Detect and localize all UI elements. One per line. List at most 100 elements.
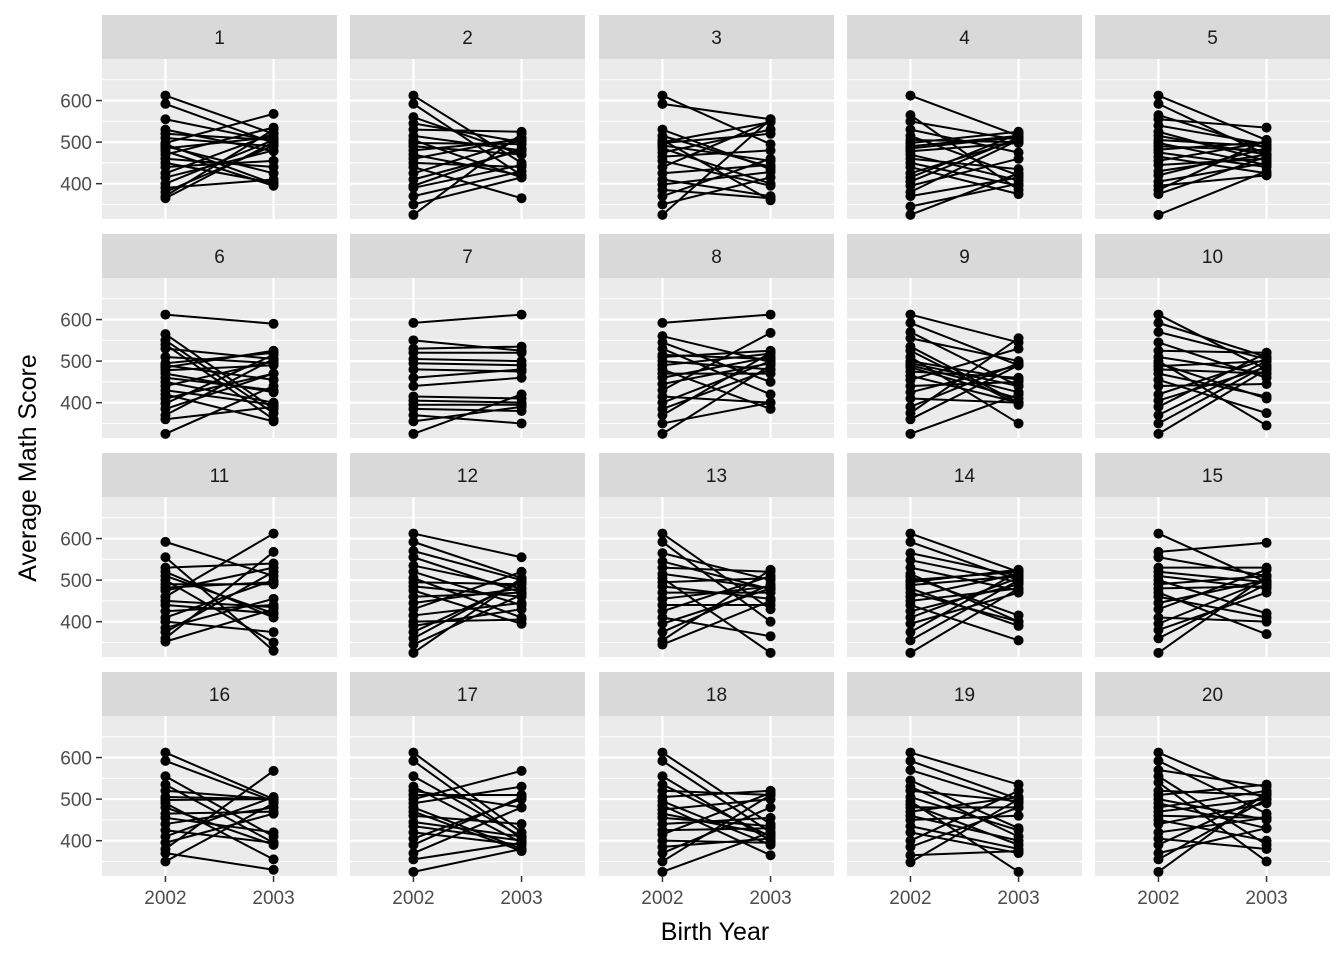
- x-axis-title: Birth Year: [661, 918, 769, 946]
- student-line: [910, 806, 1019, 848]
- data-point-2003: [1013, 635, 1024, 646]
- student-line: [165, 829, 274, 844]
- student-line: [413, 345, 522, 350]
- student-line: [1158, 837, 1267, 850]
- data-point-2002: [905, 393, 916, 404]
- facet-strip: [1095, 453, 1330, 497]
- student-line: [165, 852, 274, 871]
- data-point-2003: [1261, 347, 1272, 358]
- data-point-2003: [1013, 583, 1024, 594]
- data-point-2002: [905, 116, 916, 127]
- student-line: [662, 355, 771, 379]
- y-tick-label: 400: [60, 175, 92, 196]
- data-point-2003: [516, 372, 527, 383]
- data-point-2002: [905, 209, 916, 220]
- data-point-2002: [408, 647, 419, 658]
- facet-strip-label: 3: [711, 28, 722, 49]
- student-line: [662, 599, 771, 646]
- data-point-2002: [1153, 189, 1164, 200]
- data-point-2003: [1013, 189, 1024, 200]
- student-line: [662, 120, 771, 168]
- student-line: [909, 337, 1020, 414]
- student-line: [910, 166, 1019, 196]
- data-point-2003: [765, 397, 776, 408]
- data-point-2002: [160, 98, 171, 109]
- data-point-2002: [1153, 755, 1164, 766]
- data-point-2002: [657, 317, 668, 328]
- data-point-2002: [905, 755, 916, 766]
- data-point-2003: [1013, 846, 1024, 857]
- facet-panel-10: 10: [1095, 234, 1330, 439]
- data-point-2002: [657, 410, 668, 421]
- x-tick-label: 2002: [144, 888, 186, 909]
- student-line: [909, 587, 1020, 654]
- student-line: [910, 347, 1019, 381]
- data-point-2002: [657, 866, 668, 877]
- student-line: [662, 401, 771, 425]
- data-point-2002: [1153, 410, 1164, 421]
- data-point-2002: [1153, 604, 1164, 615]
- data-point-2002: [160, 428, 171, 439]
- data-point-2003: [765, 114, 776, 125]
- x-tick-label: 2003: [500, 888, 542, 909]
- student-line: [413, 532, 522, 559]
- x-tick-label: 2002: [392, 888, 434, 909]
- student-line: [413, 581, 522, 586]
- facet-strip: [102, 453, 337, 497]
- student-line: [412, 577, 523, 654]
- data-point-2002: [657, 191, 668, 202]
- student-line: [1158, 147, 1267, 177]
- data-point-2002: [657, 755, 668, 766]
- student-line: [662, 560, 771, 591]
- facet-panel-13: 13: [599, 453, 834, 658]
- student-line: [1158, 141, 1267, 162]
- data-point-2003: [765, 309, 776, 320]
- facet-strip-label: 20: [1202, 685, 1223, 706]
- facet-strip-label: 11: [210, 466, 230, 487]
- student-line: [910, 591, 1019, 625]
- data-point-2002: [905, 765, 916, 776]
- student-line: [662, 577, 771, 584]
- data-point-2002: [1153, 647, 1164, 658]
- data-point-2003: [1013, 835, 1024, 846]
- data-point-2003: [1013, 153, 1024, 164]
- student-line: [910, 751, 1019, 786]
- data-point-2003: [1013, 418, 1024, 429]
- student-line: [413, 831, 522, 846]
- y-tick-label: 600: [60, 311, 92, 332]
- student-line: [413, 407, 522, 412]
- data-point-2002: [1153, 428, 1164, 439]
- panel-background: [350, 716, 585, 876]
- student-line: [413, 556, 522, 594]
- data-point-2002: [657, 98, 668, 109]
- facet-strip: [1095, 15, 1330, 59]
- data-point-2003: [268, 854, 279, 865]
- facet-panel-6: 6: [102, 234, 337, 439]
- student-line: [910, 136, 1019, 150]
- student-line: [1158, 358, 1267, 396]
- student-line: [662, 616, 771, 638]
- data-point-2003: [765, 564, 776, 575]
- data-point-2003: [765, 347, 776, 358]
- data-point-2002: [160, 343, 171, 354]
- data-point-2002: [160, 309, 171, 320]
- facet-strip-label: 12: [457, 466, 478, 487]
- student-line: [910, 374, 1019, 404]
- student-line: [1158, 814, 1267, 819]
- data-point-2002: [408, 536, 419, 547]
- student-line: [910, 568, 1019, 584]
- student-line: [413, 796, 522, 846]
- student-line: [164, 783, 275, 844]
- panel-background: [102, 716, 337, 876]
- student-line: [1158, 153, 1267, 173]
- facet-strip: [350, 672, 585, 716]
- data-point-2003: [1013, 616, 1024, 627]
- student-line: [910, 94, 1019, 137]
- y-tick-label: 500: [60, 352, 92, 373]
- panel-background: [102, 497, 337, 657]
- student-line: [413, 806, 522, 855]
- data-point-2002: [657, 747, 668, 758]
- student-line: [413, 376, 522, 388]
- student-line: [413, 395, 522, 400]
